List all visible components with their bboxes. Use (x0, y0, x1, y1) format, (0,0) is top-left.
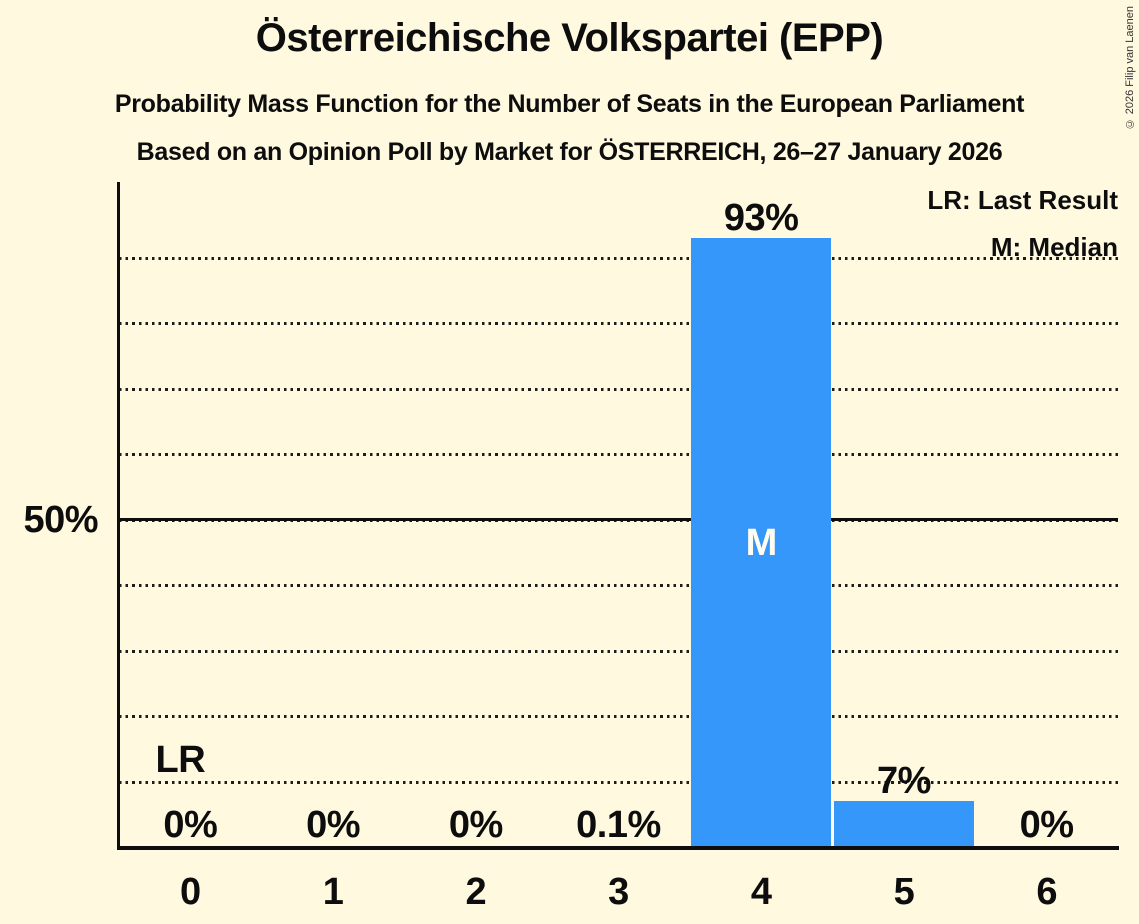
value-label-seats-4: 93% (723, 197, 799, 240)
last-result-marker: LR (155, 739, 206, 781)
legend-last-result: LR: Last Result (927, 185, 1118, 215)
x-tick-label-5: 5 (893, 871, 915, 913)
chart-subtitle: Probability Mass Function for the Number… (114, 90, 1025, 118)
x-tick-label-2: 2 (465, 871, 487, 913)
gridline-60pct (119, 453, 1118, 457)
value-label-seats-2: 0% (448, 804, 503, 846)
gridline-90pct (119, 256, 1118, 260)
x-tick-label-6: 6 (1036, 871, 1057, 913)
value-label-seats-0: 0% (163, 804, 218, 846)
y-axis (117, 182, 120, 850)
gridline-30pct (119, 649, 1118, 653)
x-axis (119, 846, 1119, 850)
page-title: Österreichische Volkspartei (EPP) (255, 16, 884, 60)
legend-median: M: Median (990, 232, 1118, 262)
value-label-seats-3: 0.1% (576, 804, 661, 846)
gridline-10pct (119, 780, 1118, 784)
x-tick-label-4: 4 (750, 871, 772, 913)
poll-source-subtitle: Based on an Opinion Poll by Market for Ö… (136, 138, 1003, 166)
x-tick-label-1: 1 (322, 871, 344, 913)
majority-line-50pct (119, 518, 1118, 522)
gridline-40pct (119, 584, 1118, 588)
value-label-seats-1: 0% (306, 804, 361, 846)
x-tick-label-0: 0 (180, 871, 201, 913)
bar-seats-4 (691, 238, 832, 847)
x-tick-label-3: 3 (608, 871, 629, 913)
gridline-20pct (119, 715, 1118, 719)
bar-seats-5 (834, 801, 974, 847)
gridline-80pct (119, 322, 1118, 326)
copyright-notice: © 2026 Filip van Laenen (1124, 6, 1136, 130)
value-label-seats-5: 7% (876, 760, 931, 803)
value-label-seats-6: 0% (1019, 804, 1074, 846)
legend: LR: Last Result M: Median (927, 180, 1118, 267)
gridline-70pct (119, 387, 1118, 391)
median-marker: M (745, 521, 778, 564)
y-axis-label: 50% (23, 498, 98, 541)
